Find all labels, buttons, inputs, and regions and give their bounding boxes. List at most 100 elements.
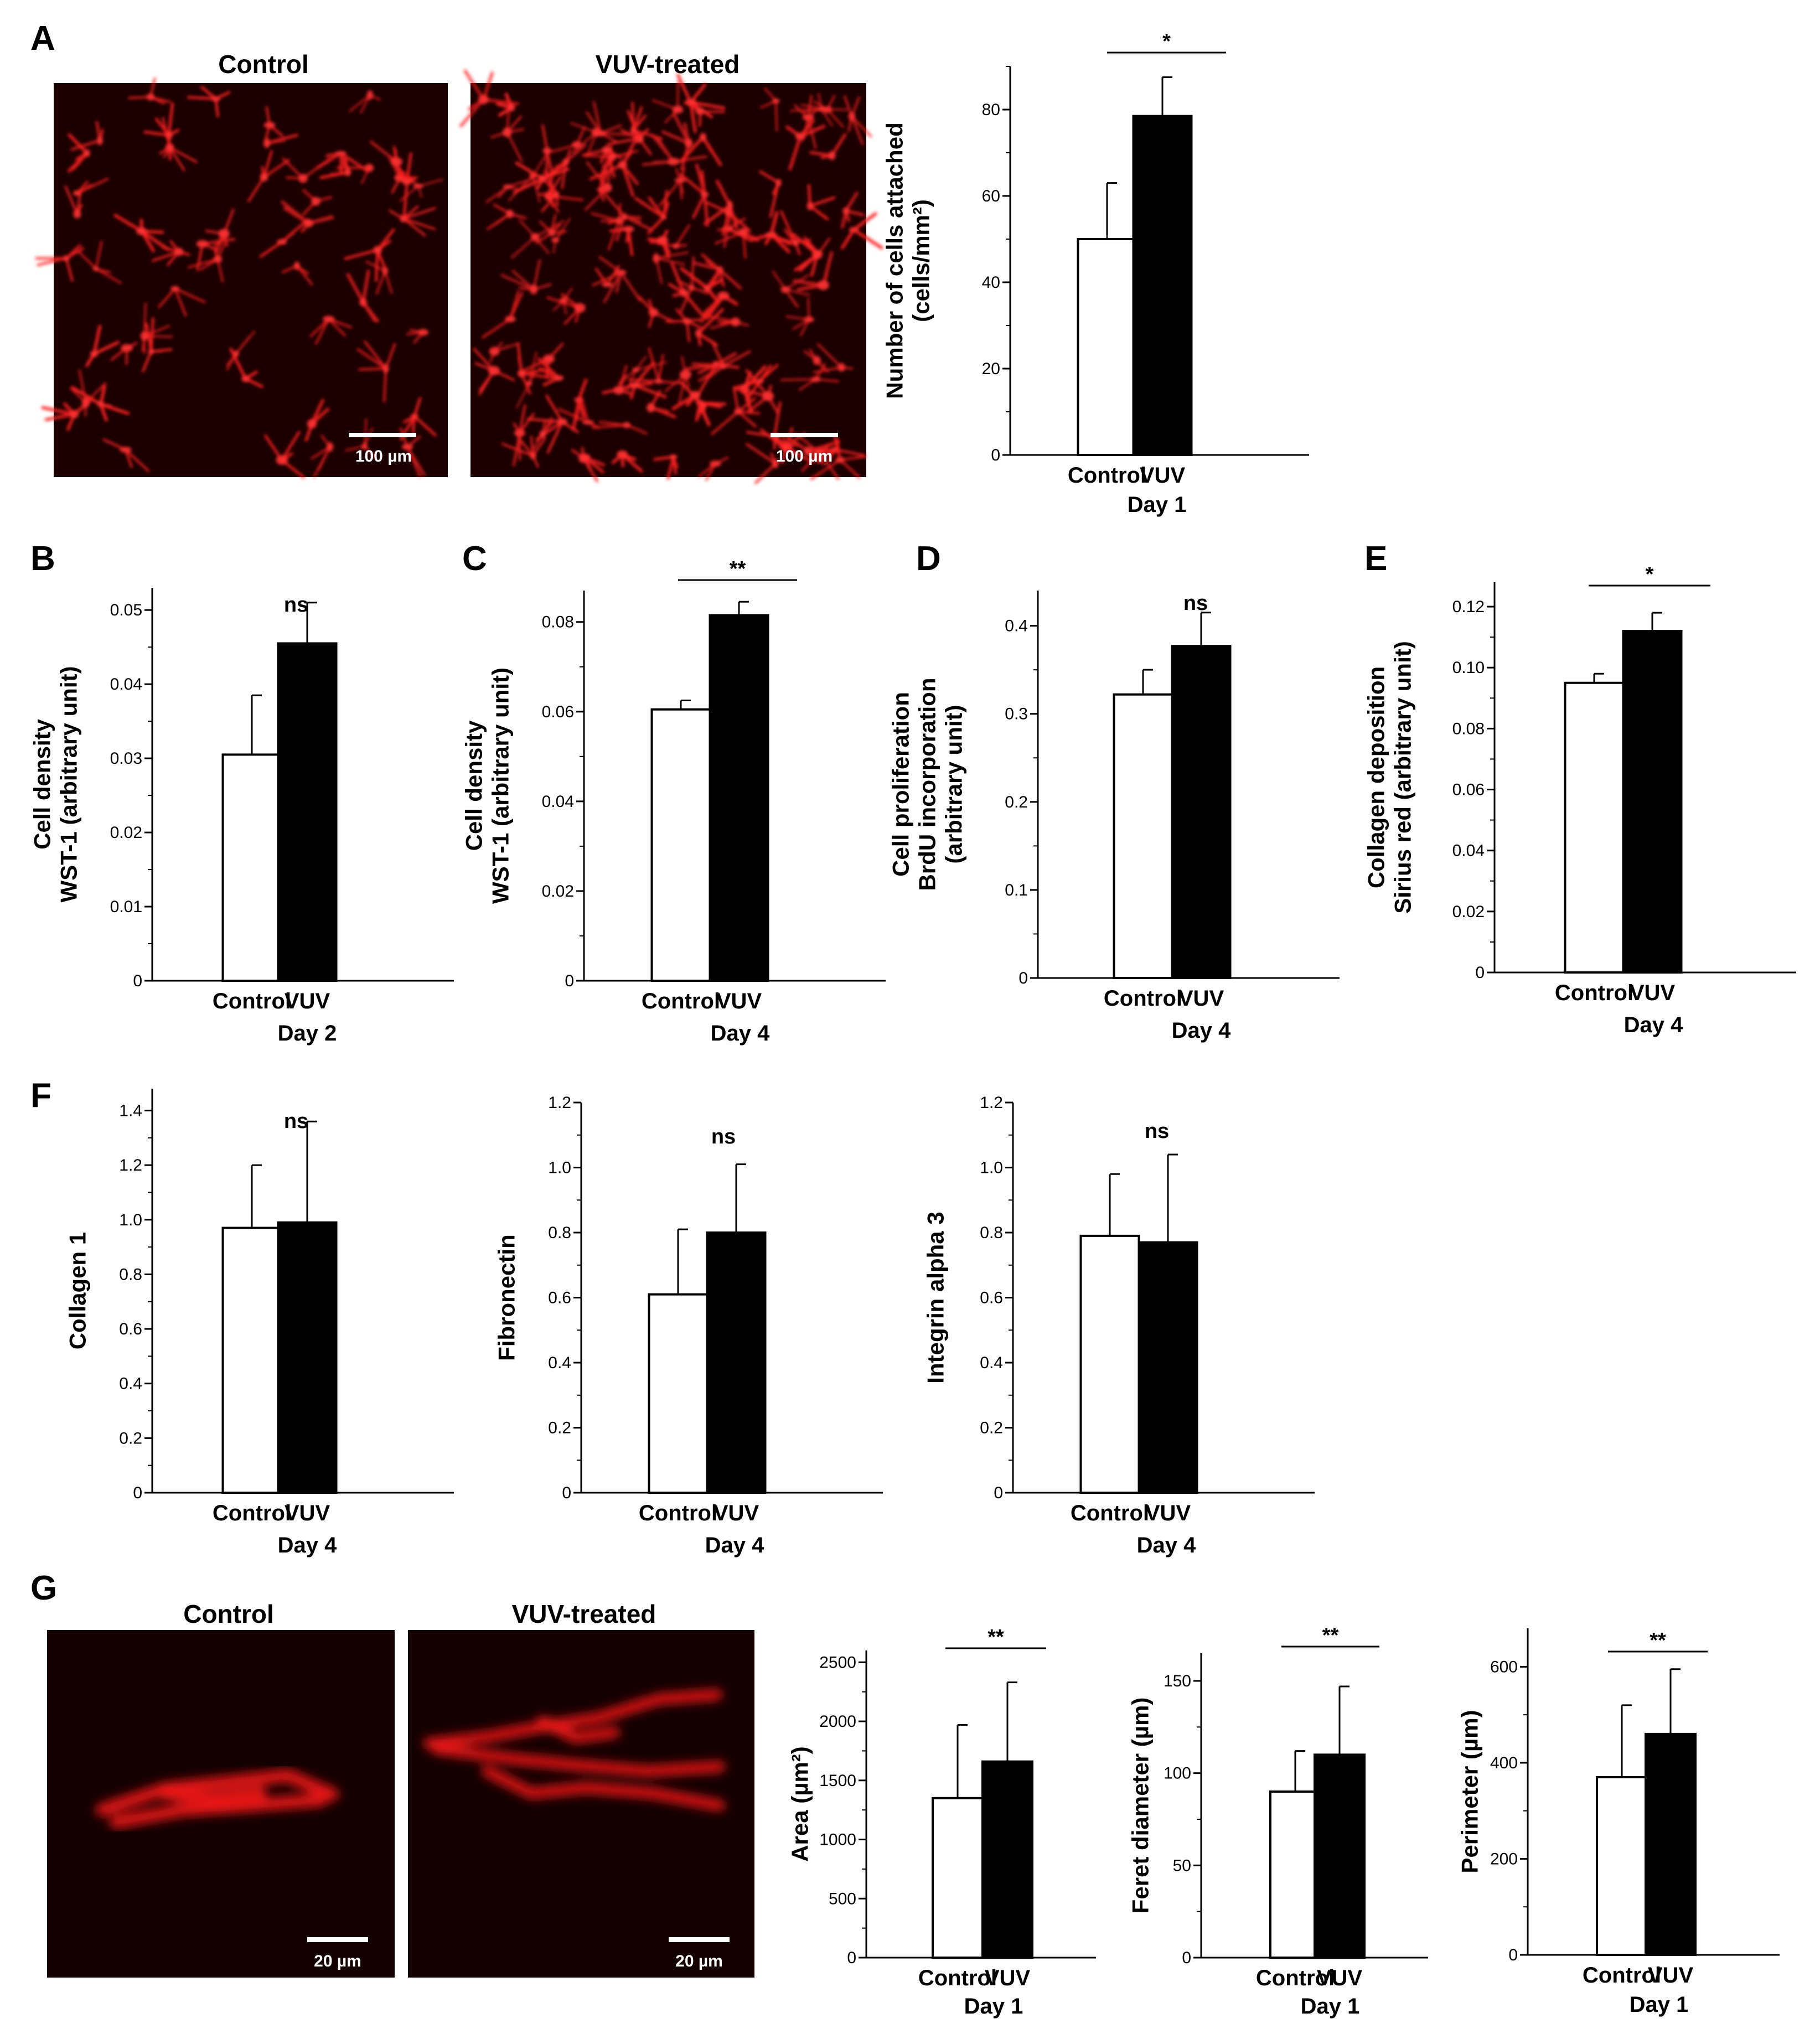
cell-body [530, 233, 540, 241]
cell-mark [793, 94, 819, 149]
significance-label: ns [284, 593, 308, 617]
scale-bar-label-a1: 100 µm [355, 447, 412, 465]
cell-body [276, 455, 288, 465]
y-axis-label: Perimeter (µm) [1456, 1710, 1482, 1874]
bar-control [1596, 1776, 1648, 1957]
y-axis-label: Cell density [461, 720, 487, 851]
cell-mark [142, 302, 173, 354]
y-tick-label: 0.03 [110, 749, 142, 768]
cell-body [218, 229, 230, 239]
cell-mark [592, 256, 642, 303]
y-tick-label: 0.2 [548, 1419, 571, 1437]
cell-mark [661, 112, 690, 171]
cell-mark [591, 203, 622, 251]
cell-body [518, 370, 526, 378]
significance-label: * [1162, 30, 1171, 53]
cell-mark [490, 100, 524, 163]
cell-body [772, 98, 780, 104]
cell-mark [649, 390, 676, 419]
cell-body [514, 429, 525, 437]
x-axis-label: Day 4 [705, 1533, 764, 1557]
cell-body [667, 158, 680, 165]
cell-body [553, 375, 564, 381]
bar-vuv [1314, 1753, 1366, 1959]
cell-body [762, 391, 774, 401]
y-tick-label: 0.06 [1452, 781, 1485, 799]
cell-body [602, 146, 612, 154]
cell-body [632, 367, 640, 372]
scale-bar-label-g1: 20 µm [314, 1952, 361, 1970]
bar-vuv [706, 1231, 767, 1494]
bar-control [221, 1226, 282, 1494]
y-tick-label: 0.8 [548, 1224, 571, 1242]
y-tick-label: 0.10 [1452, 659, 1485, 677]
cell-mark [516, 351, 537, 408]
cell-mark [532, 417, 554, 451]
bar-vuv [277, 642, 338, 982]
cell-mark [692, 253, 742, 290]
cell-mark [247, 150, 290, 203]
y-axis-label: Integrin alpha 3 [922, 1212, 948, 1383]
cell-body [505, 315, 516, 323]
cell-body [508, 103, 515, 112]
y-tick-label: 0.6 [119, 1320, 142, 1338]
cell-body [277, 239, 287, 245]
cell-mark [680, 267, 723, 304]
significance-label: ** [987, 1626, 1004, 1649]
y-tick-label: 0 [565, 972, 574, 990]
cell-mark [459, 69, 520, 128]
cell-body [720, 363, 727, 369]
cell-body [685, 138, 693, 148]
y-tick-label: 0.04 [110, 675, 142, 694]
bar-vuv [1645, 1732, 1697, 1956]
cell-body [654, 379, 664, 384]
cell-mark [535, 214, 567, 244]
cell-body [553, 190, 560, 198]
cell-mark [226, 330, 256, 371]
bar-vuv [1171, 645, 1232, 979]
x-axis-label: Day 4 [1172, 1018, 1231, 1043]
cell-mark [546, 293, 581, 325]
y-tick-label: 0 [562, 1484, 571, 1502]
bar-control [221, 753, 282, 982]
panel-label-a: A [30, 19, 55, 58]
y-axis-label: Collagen deposition [1363, 666, 1389, 888]
cell-mark [69, 369, 107, 417]
cell-mark [664, 356, 690, 404]
cell-mark [841, 192, 865, 229]
cell-mark [346, 269, 380, 323]
cell-body [621, 213, 628, 220]
cell-body [617, 450, 628, 459]
cell-body [413, 184, 423, 189]
cell-body [502, 127, 512, 137]
cell-body [562, 158, 570, 165]
cell-body [717, 291, 730, 301]
y-tick-label: 0.06 [542, 703, 574, 721]
cell-body [542, 147, 552, 154]
cell-body [615, 270, 627, 276]
cell-mark [785, 298, 810, 337]
cell-mark [526, 394, 580, 454]
cell-body [390, 157, 403, 166]
x-category-label: Control [1583, 1963, 1661, 1988]
x-category-label: Control [1071, 1501, 1149, 1525]
micrograph-title-control-g: Control [183, 1600, 274, 1628]
y-axis-label: Number of cells attached [881, 122, 907, 399]
cell-body [327, 442, 334, 452]
cell-mark [487, 203, 527, 230]
cell-body [648, 308, 659, 317]
cell-mark [760, 87, 778, 132]
cell-body [574, 303, 586, 313]
x-category-label: VUV [1145, 1501, 1191, 1525]
cell-body [121, 344, 133, 352]
cell-mark [792, 233, 819, 277]
cell-body [672, 243, 680, 249]
y-axis-label: Area (µm²) [787, 1746, 813, 1862]
cell-mark [702, 313, 749, 329]
cell-body [765, 232, 777, 237]
